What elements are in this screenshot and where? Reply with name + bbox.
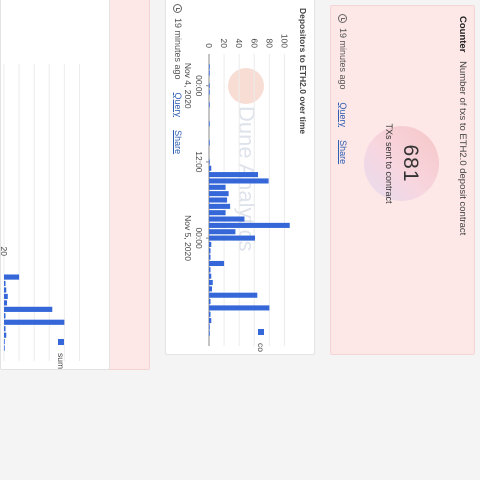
bar [4, 306, 53, 312]
bar [209, 203, 231, 209]
updated-timestamp: 19 minutes ago [173, 18, 183, 80]
counter-title-text: Number of txs to ETH2.0 deposit contract [457, 61, 468, 236]
share-link[interactable]: Share [338, 140, 348, 165]
chart-title: Depositors to ETH2.0 over time [298, 8, 308, 134]
bar [3, 332, 7, 338]
bar [209, 254, 211, 260]
bar [4, 274, 20, 280]
widget-type-label: Counter [457, 16, 468, 53]
bar [209, 178, 269, 184]
bar [3, 345, 5, 351]
y-tick-label: 20 [219, 39, 229, 49]
bar [3, 300, 8, 306]
legend-label: sum [56, 353, 66, 369]
bar [209, 260, 225, 267]
bar [209, 279, 213, 286]
y-tick-label: 60 [249, 39, 259, 49]
bar [208, 83, 210, 89]
bar [209, 311, 211, 317]
x-tick-label: 20 [0, 247, 9, 257]
bar [209, 305, 270, 311]
bar [208, 159, 210, 165]
counter-value: 681 [399, 144, 422, 183]
share-link[interactable]: Share [173, 130, 183, 155]
second-chart: 20 sum [0, 64, 80, 369]
bar [208, 229, 236, 235]
bar [4, 326, 6, 332]
bar [208, 184, 226, 190]
bar [208, 64, 210, 70]
bar [208, 273, 212, 279]
bar [3, 287, 7, 293]
bar [209, 216, 245, 222]
query-link[interactable]: Query [338, 102, 348, 128]
legend-swatch [258, 329, 264, 335]
depositors-chart-widget: Depositors to ETH2.0 over timeDune Analy… [165, 0, 315, 355]
bar [3, 339, 5, 345]
bar [208, 70, 210, 76]
counter-footer: 19 minutes ago Query Share [338, 14, 348, 164]
bar [4, 280, 6, 287]
bar [209, 235, 256, 241]
clock-icon [173, 4, 183, 13]
second-chart-widget: 20 sum [0, 0, 110, 370]
counter-value-label: TXs sent to contract [384, 123, 394, 204]
bar [209, 299, 211, 305]
dune-logo-icon [228, 68, 264, 104]
bar [208, 210, 226, 216]
bar [208, 191, 229, 197]
bar [208, 318, 212, 324]
bar [208, 324, 210, 330]
bar [208, 222, 290, 228]
bar [4, 319, 65, 325]
counter-widget-title: Counter Number of txs to ETH2.0 deposit … [457, 16, 468, 235]
bar [208, 330, 210, 336]
depositors-chart: Depositors to ETH2.0 over timeDune Analy… [183, 8, 308, 352]
clock-icon [338, 14, 348, 23]
bar [208, 241, 212, 247]
legend-label: co [256, 343, 266, 352]
bar [4, 313, 6, 319]
counter-widget: Counter Number of txs to ETH2.0 deposit … [330, 5, 475, 355]
bar [208, 165, 212, 171]
x-tick-sublabel: Nov 5, 2020 [183, 215, 193, 261]
bar [209, 292, 258, 298]
x-tick-sublabel: Nov 4, 2020 [183, 63, 193, 109]
bar [209, 172, 259, 178]
y-tick-label: 0 [204, 43, 214, 48]
bar [208, 286, 213, 292]
query-link[interactable]: Query [173, 92, 183, 118]
y-tick-label: 100 [279, 34, 289, 48]
chart-footer: 19 minutes ago Query Share [173, 4, 183, 154]
y-tick-label: 80 [264, 39, 274, 49]
updated-timestamp: 19 minutes ago [338, 28, 348, 90]
y-tick-label: 40 [234, 39, 244, 49]
bar [208, 89, 210, 95]
x-tick-label: 00:00 [194, 227, 204, 249]
bar [4, 293, 8, 300]
bar [208, 140, 210, 146]
legend-swatch [58, 339, 64, 345]
bar [209, 248, 211, 254]
bar [208, 102, 210, 108]
bar [209, 267, 211, 273]
x-tick-label: 12:00 [194, 151, 204, 173]
bar [209, 197, 228, 203]
x-tick-label: 00:00 [194, 75, 204, 97]
bar [208, 121, 210, 127]
